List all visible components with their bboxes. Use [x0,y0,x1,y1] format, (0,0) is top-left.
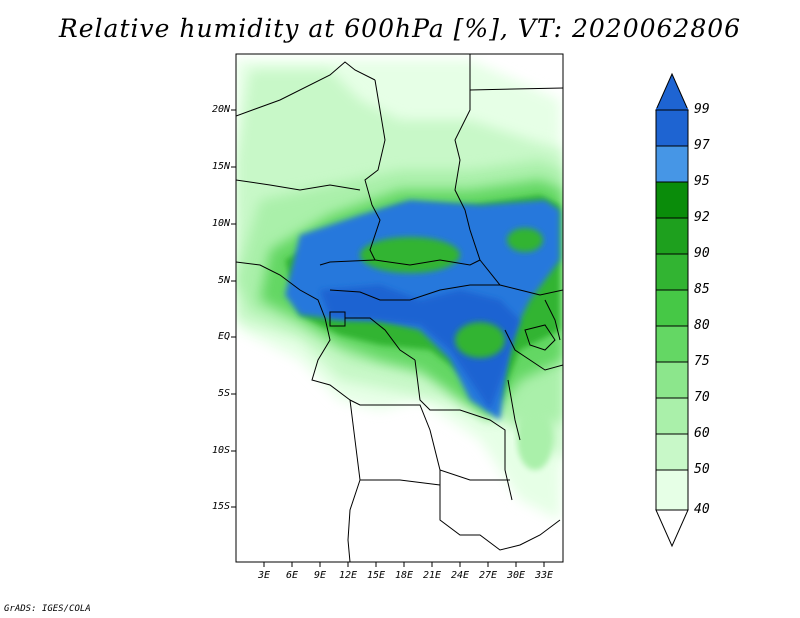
colorbar-label-99: 99 [694,102,710,117]
lat-label-5n: 5N [217,275,230,286]
lon-label-15e: 15E [366,570,386,581]
colorbar-label-92: 92 [694,210,710,225]
grads-credit: GrADS: IGES/COLA [4,604,91,614]
lat-label-10n: 10N [211,218,230,229]
lat-label-10s: 10S [211,445,230,456]
lon-label-3e: 3E [257,570,271,581]
colorbar-label-60: 60 [694,426,710,441]
lon-label-21e: 21E [422,570,442,581]
colorbar-label-40: 40 [694,502,710,517]
colorbar-label-70: 70 [694,390,710,405]
map-frame [235,53,564,563]
colorbar-label-85: 85 [694,282,710,297]
colorbar-label-80: 80 [694,318,710,333]
lat-label-15n: 15N [211,161,230,172]
lat-label-5s: 5S [217,388,230,399]
lon-label-24e: 24E [450,570,470,581]
colorbar-label-97: 97 [694,138,710,153]
lon-label-12e: 12E [338,570,358,581]
humidity-field [236,54,563,562]
lon-label-9e: 9E [313,570,327,581]
lon-label-6e: 6E [285,570,299,581]
lon-label-27e: 27E [478,570,498,581]
colorbar-label-75: 75 [694,354,710,369]
lat-label-20n: 20N [211,104,230,115]
lon-label-30e: 30E [506,570,526,581]
colorbar [655,72,689,548]
colorbar-label-50: 50 [694,462,710,477]
lon-label-33e: 33E [534,570,554,581]
colorbar-label-95: 95 [694,174,710,189]
lat-label-eq: EQ [217,331,230,342]
chart-title: Relative humidity at 600hPa [%], VT: 202… [58,14,742,43]
lat-label-15s: 15S [211,501,230,512]
colorbar-label-90: 90 [694,246,710,261]
lon-label-18e: 18E [394,570,414,581]
